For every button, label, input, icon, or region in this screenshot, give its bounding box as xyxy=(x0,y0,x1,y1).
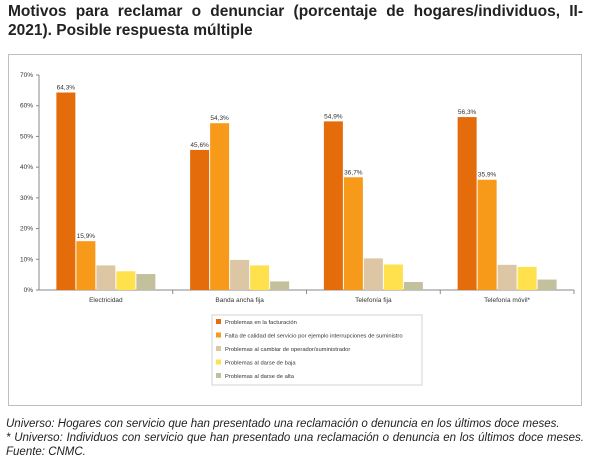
bar xyxy=(96,265,116,290)
bar xyxy=(497,264,517,290)
y-tick-label: 0% xyxy=(24,287,34,294)
bar xyxy=(363,258,383,290)
bar xyxy=(210,123,230,290)
bar xyxy=(323,121,343,290)
legend-swatch xyxy=(216,346,221,351)
bar xyxy=(457,117,477,290)
legend-label: Problemas al darse de baja xyxy=(225,361,296,367)
data-label: 45,6% xyxy=(190,142,209,149)
data-label: 54,3% xyxy=(210,115,229,122)
bar xyxy=(56,92,76,290)
universe-mobile-note: * Universo: Individuos con servicio que … xyxy=(6,432,584,458)
bar xyxy=(116,271,136,290)
legend-box xyxy=(211,314,423,386)
y-tick-label: 40% xyxy=(20,164,33,171)
legend-swatch xyxy=(216,319,221,324)
data-label: 35,9% xyxy=(478,172,497,179)
y-tick-label: 70% xyxy=(20,72,33,79)
bar xyxy=(270,281,290,290)
chart-container: 0% 10% 20% 30% 40% 50% 60% 70% Electricidad 64,3%… xyxy=(8,54,582,406)
data-label: 36,7% xyxy=(344,169,363,176)
x-tick-label: Electricidad xyxy=(89,297,123,304)
data-label: 54,9% xyxy=(324,113,343,120)
y-tick-label: 50% xyxy=(20,133,33,140)
legend-label: Falta de calidad del servicio por ejempl… xyxy=(225,334,403,340)
legend-label: Problemas al cambiar de operador/suminis… xyxy=(225,347,350,353)
data-label: 15,9% xyxy=(77,233,96,240)
legend-swatch xyxy=(216,359,221,365)
bar xyxy=(190,149,210,290)
legend-swatch xyxy=(216,373,221,378)
legend-label: Problemas en la facturación xyxy=(225,320,297,326)
y-tick-label: 10% xyxy=(20,256,33,263)
bar xyxy=(343,177,363,290)
bar xyxy=(383,264,403,290)
bar xyxy=(477,179,497,290)
legend-swatch xyxy=(216,332,221,338)
bar xyxy=(230,259,250,290)
bar xyxy=(250,265,270,290)
y-tick-label: 60% xyxy=(20,103,33,110)
bar xyxy=(537,279,557,290)
x-tick-label: Banda ancha fija xyxy=(215,297,264,304)
bar xyxy=(517,266,537,290)
universe-note: Universo: Hogares con servicio que han p… xyxy=(6,418,560,430)
y-tick-label: 30% xyxy=(20,195,33,202)
chart-title: Motivos para reclamar o denunciar (porce… xyxy=(8,3,583,39)
data-label: 64,3% xyxy=(57,85,76,92)
bar xyxy=(136,274,156,290)
x-tick-label: Telefonía fija xyxy=(355,297,392,304)
bar-chart: 0% 10% 20% 30% 40% 50% 60% 70% Electricidad 64,3%… xyxy=(20,72,575,386)
y-tick-label: 20% xyxy=(20,226,33,233)
bar xyxy=(403,282,423,290)
data-label: 56,3% xyxy=(458,109,477,116)
bar xyxy=(76,241,96,290)
x-tick-label: Telefonía móvil* xyxy=(484,297,530,304)
legend-label: Problemas al darse de alta xyxy=(225,374,295,380)
